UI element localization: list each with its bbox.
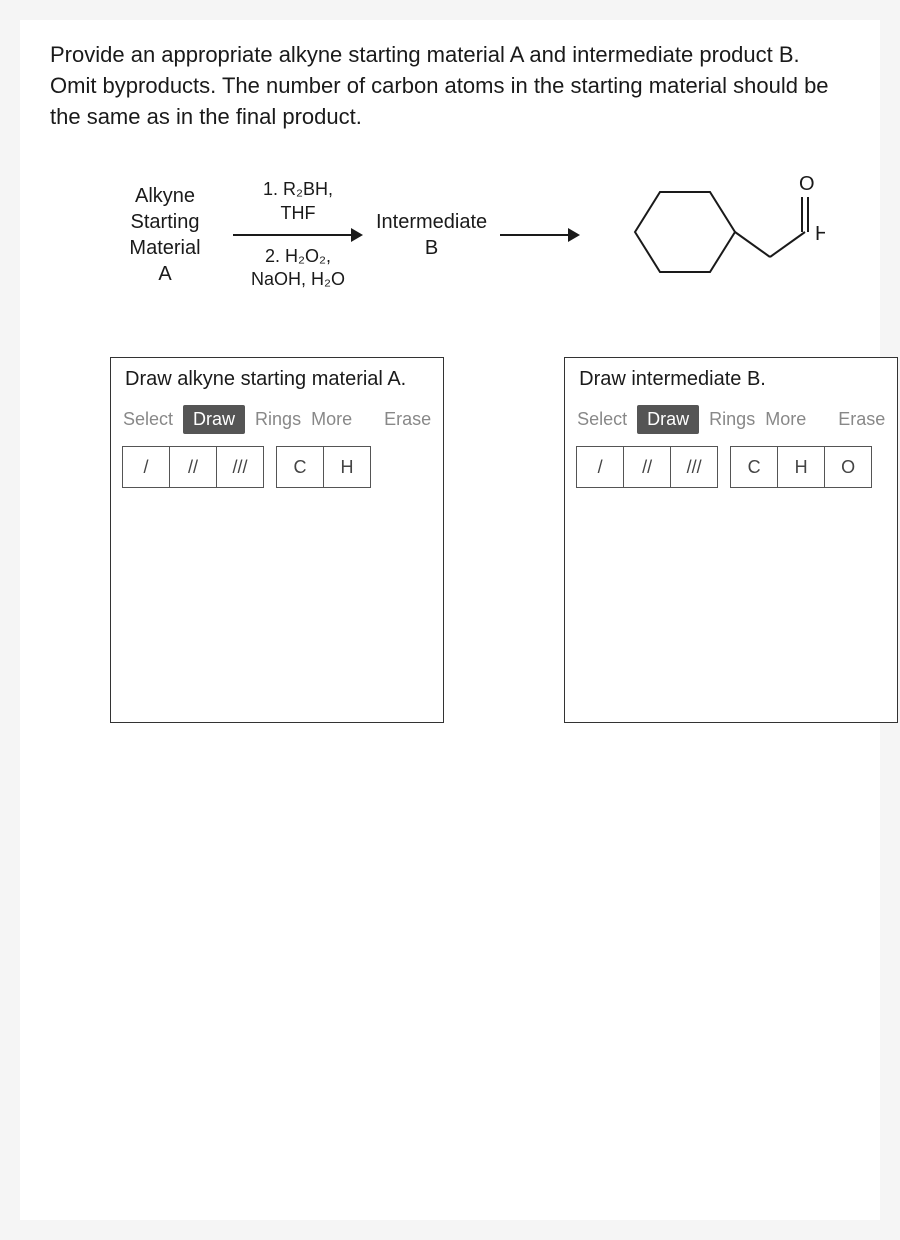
select-mode[interactable]: Select [577,409,627,430]
label-line: Starting [110,209,220,235]
draw-panel-b: Draw intermediate B. Select Draw Rings M… [564,357,898,723]
draw-panel-a: Draw alkyne starting material A. Select … [110,357,444,723]
reagent-text: THF [263,202,333,225]
reagent-text: NaOH, H₂O [251,268,345,291]
single-bond-tool[interactable]: / [576,446,624,488]
panel-a-title: Draw alkyne starting material A. [111,358,443,401]
label-line: B [376,235,487,261]
label-line: Material [110,235,220,261]
product-structure: O H [605,162,825,307]
starting-material-label: Alkyne Starting Material A [110,183,220,287]
select-mode[interactable]: Select [123,409,173,430]
panel-b-toolbar: Select Draw Rings More Erase [565,401,897,438]
oxygen-label: O [799,173,815,195]
label-line: Intermediate [376,209,487,235]
hydrogen-tool[interactable]: H [777,446,825,488]
hydrogen-label: H [815,223,825,245]
more-mode[interactable]: More [765,409,806,430]
panel-a-canvas[interactable] [111,502,443,722]
double-bond-tool[interactable]: // [623,446,671,488]
reaction-scheme: Alkyne Starting Material A 1. R₂BH, THF … [110,162,850,307]
intermediate-label: Intermediate B [376,209,487,261]
panel-a-toolbar: Select Draw Rings More Erase [111,401,443,438]
carbon-tool[interactable]: C [276,446,324,488]
reagent-text: 2. H₂O₂, [251,245,345,268]
arrow-icon [233,227,363,243]
product-molecule-svg: O H [605,162,825,302]
reagent-text: 1. R₂BH, [263,178,333,201]
panel-a-tools: / // /// C H [111,438,443,502]
rings-mode[interactable]: Rings [709,409,755,430]
reaction-arrow-2 [495,227,585,243]
more-mode[interactable]: More [311,409,352,430]
draw-mode[interactable]: Draw [637,405,699,434]
erase-button[interactable]: Erase [838,409,885,430]
triple-bond-tool[interactable]: /// [670,446,718,488]
panel-b-tools: / // /// C H O [565,438,897,502]
label-line: Alkyne [110,183,220,209]
reaction-arrow-1: 1. R₂BH, THF 2. H₂O₂, NaOH, H₂O [228,178,368,292]
single-bond-tool[interactable]: / [122,446,170,488]
hydrogen-tool[interactable]: H [323,446,371,488]
arrow-icon [500,227,580,243]
rings-mode[interactable]: Rings [255,409,301,430]
erase-button[interactable]: Erase [384,409,431,430]
triple-bond-tool[interactable]: /// [216,446,264,488]
label-line: A [110,261,220,287]
draw-mode[interactable]: Draw [183,405,245,434]
instructions-text: Provide an appropriate alkyne starting m… [50,40,850,132]
panel-b-title: Draw intermediate B. [565,358,897,401]
carbon-tool[interactable]: C [730,446,778,488]
double-bond-tool[interactable]: // [169,446,217,488]
panel-b-canvas[interactable] [565,502,897,722]
oxygen-tool[interactable]: O [824,446,872,488]
